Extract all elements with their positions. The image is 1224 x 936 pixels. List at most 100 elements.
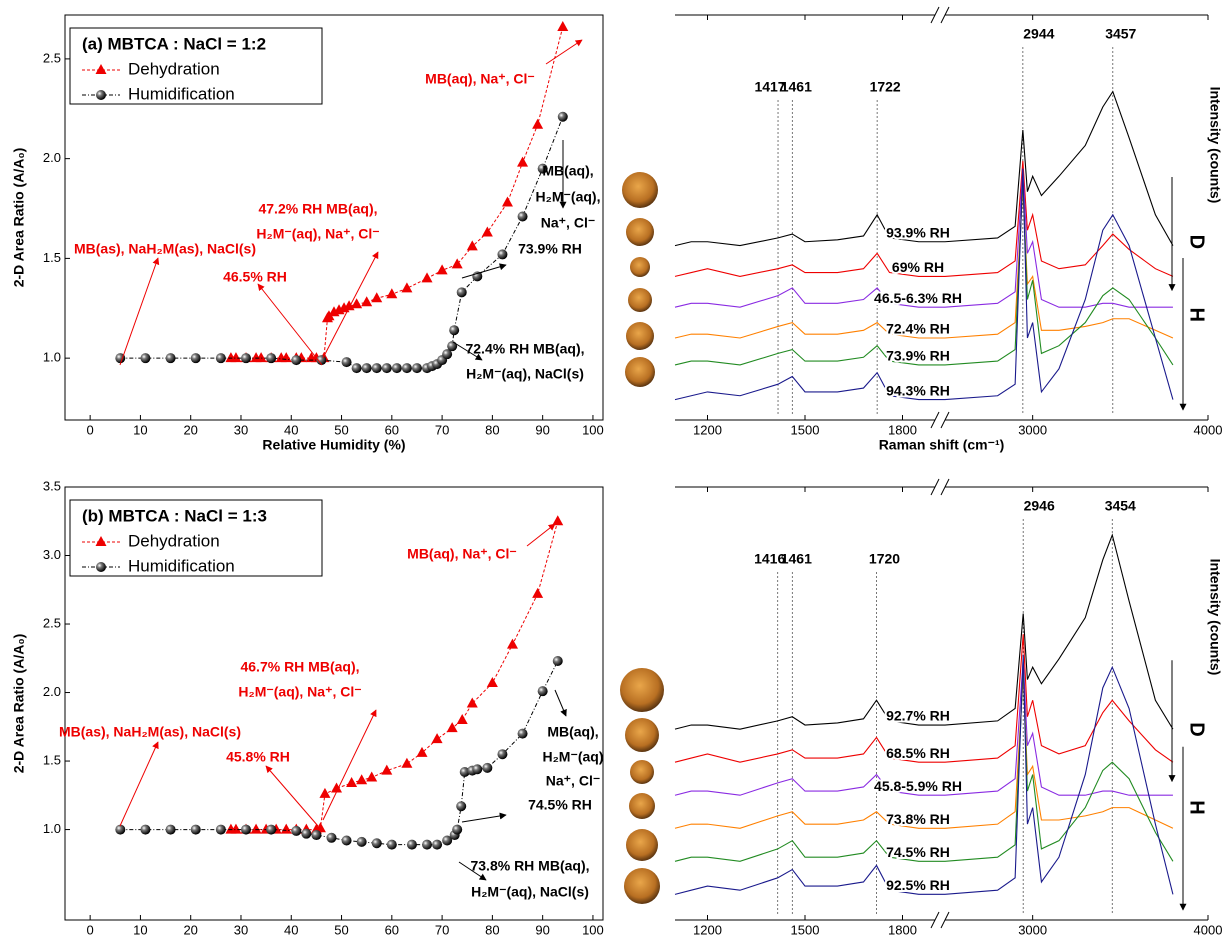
x-tick-label: 3000	[1018, 922, 1047, 936]
spectrum-line	[674, 634, 1174, 763]
x-tick-label: 20	[183, 922, 197, 936]
annotation: H₂M⁻(aq), NaCl(s)	[466, 366, 584, 382]
x-tick-label: 40	[284, 422, 298, 437]
annotation: MB(as), NaH₂M(as), NaCl(s)	[59, 724, 241, 740]
peak-label: 1461	[781, 79, 812, 95]
data-point	[501, 196, 513, 207]
data-point	[466, 697, 478, 708]
data-point	[401, 282, 413, 293]
series-label: 93.9% RH	[886, 224, 950, 240]
axis-break	[940, 411, 950, 429]
axis-break	[930, 411, 940, 429]
x-tick-label: 100	[582, 922, 604, 936]
data-point	[301, 828, 312, 839]
data-point	[250, 352, 262, 363]
legend-box	[69, 27, 323, 105]
legend-marker	[96, 90, 106, 100]
arrow-label: H	[1186, 800, 1208, 814]
spectrum-line	[674, 675, 1174, 829]
data-point	[431, 733, 443, 744]
droplet-image	[626, 322, 654, 350]
peak-label: 1722	[870, 79, 901, 95]
legend-label: Humidification	[128, 84, 235, 103]
data-point	[432, 839, 443, 850]
annotation: 72.4% RH MB(aq),	[465, 341, 584, 357]
data-point	[351, 363, 362, 374]
x-tick-label: 1200	[693, 422, 722, 437]
annotation: MB(aq), Na⁺, Cl⁻	[425, 71, 535, 87]
panel: 1200 1500 1800 3000 4000 Raman shift (cm⁻¹) In…	[674, 6, 1223, 453]
data-point	[250, 823, 262, 834]
x-tick-label: 4000	[1194, 422, 1223, 437]
panel: 0 10 20 30 40 50 60 70 80 90 100 1.0 1.5 2.0 2.5 Relati…	[11, 14, 604, 453]
data-point	[225, 352, 237, 363]
data-point	[442, 349, 453, 360]
data-point	[341, 357, 352, 368]
data-point	[225, 823, 237, 834]
data-point	[115, 824, 126, 835]
x-tick-label: 70	[435, 922, 449, 936]
data-point	[361, 363, 372, 374]
x-tick-label: 1800	[888, 922, 917, 936]
droplet-image	[625, 357, 655, 387]
x-tick-label: 4000	[1194, 922, 1223, 936]
y-tick-label: 2.0	[43, 150, 61, 165]
legend-box	[69, 499, 323, 577]
peak-label: 2944	[1023, 26, 1054, 42]
data-point	[316, 355, 327, 366]
data-point	[391, 363, 402, 374]
data-point	[497, 749, 508, 760]
series-label: 46.5-6.3% RH	[874, 290, 962, 306]
data-point	[481, 226, 493, 237]
data-point	[421, 272, 433, 283]
data-point	[446, 722, 458, 733]
annotation: Na⁺, Cl⁻	[541, 215, 595, 231]
series-label: 69% RH	[892, 259, 944, 275]
annotation: 47.2% RH MB(aq),	[258, 201, 377, 217]
annotation: H₂M⁻(aq), NaCl(s)	[471, 884, 589, 900]
series-label: 94.3% RH	[886, 382, 950, 398]
data-point	[291, 825, 302, 836]
data-point	[381, 764, 393, 775]
data-point	[311, 830, 322, 841]
data-point	[472, 764, 483, 775]
annotation-arrow	[119, 741, 159, 827]
y-tick-label: 1.5	[43, 250, 61, 265]
y-tick-label: 1.5	[43, 752, 61, 767]
data-point	[266, 353, 277, 364]
annotation: H₂M⁻(aq)	[542, 749, 603, 765]
y-axis-title: Intensity (counts)	[1207, 87, 1223, 204]
data-point	[451, 258, 463, 269]
data-point	[557, 111, 568, 122]
annotation: MB(aq), Na⁺, Cl⁻	[407, 546, 517, 562]
data-point	[356, 774, 368, 785]
data-point	[165, 824, 176, 835]
arrow-label: D	[1186, 722, 1208, 736]
x-tick-label: 90	[535, 422, 549, 437]
droplet-image	[626, 218, 654, 246]
peak-label: 1461	[781, 551, 812, 567]
data-point	[190, 353, 201, 364]
x-tick-label: 50	[334, 422, 348, 437]
series-label: 45.8-5.9% RH	[874, 778, 962, 794]
x-tick-label: 100	[582, 422, 604, 437]
series-label: 73.9% RH	[886, 348, 950, 364]
series-line	[230, 521, 559, 831]
series-label: 72.4% RH	[886, 321, 950, 337]
droplet-image	[620, 668, 664, 712]
y-tick-label: 3.5	[43, 478, 61, 493]
x-tick-label: 30	[234, 922, 248, 936]
droplet-image	[624, 868, 660, 904]
annotation-arrow	[526, 523, 556, 547]
data-point	[165, 353, 176, 364]
data-point	[497, 249, 508, 260]
data-point	[449, 325, 460, 336]
x-tick-label: 90	[535, 922, 549, 936]
droplet-image	[626, 829, 658, 861]
chart-title: (b) MBTCA : NaCl = 1:3	[82, 506, 267, 525]
spectrum-line	[674, 90, 1174, 247]
data-point	[506, 638, 518, 649]
data-point	[241, 353, 252, 364]
x-tick-label: 60	[385, 922, 399, 936]
annotation: 73.9% RH	[518, 241, 582, 257]
